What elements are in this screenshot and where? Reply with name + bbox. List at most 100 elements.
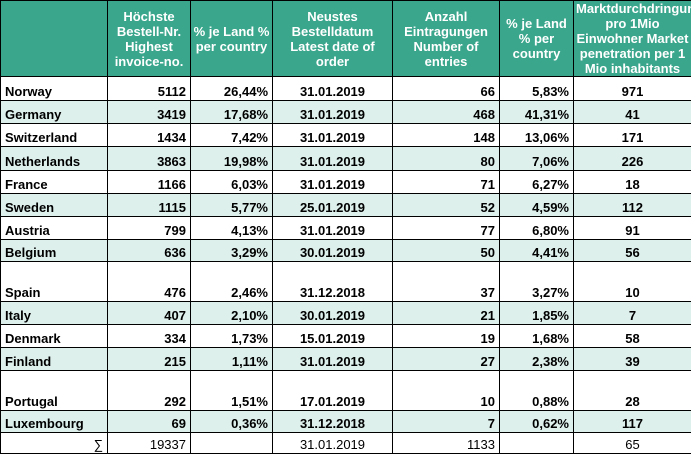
cell-country: Belgium <box>1 240 108 262</box>
cell-share: 17,68% <box>191 101 273 124</box>
header-country <box>1 1 108 77</box>
cell-country: Switzerland <box>1 124 108 147</box>
cell-invoice: 334 <box>108 325 191 348</box>
cell-entry-share: 7,06% <box>500 147 574 171</box>
cell-invoice: 476 <box>108 262 191 302</box>
cell-entries: 37 <box>393 262 500 302</box>
cell-entries: 19 <box>393 325 500 348</box>
cell-invoice: 215 <box>108 348 191 371</box>
cell-invoice: 1166 <box>108 171 191 194</box>
cell-entry-share: 5,83% <box>500 77 574 101</box>
cell-date: 25.01.2019 <box>273 194 393 217</box>
cell-entries: 468 <box>393 101 500 124</box>
cell-country: Italy <box>1 302 108 325</box>
totals-invoice: 19337 <box>108 433 191 454</box>
cell-entries: 21 <box>393 302 500 325</box>
cell-share: 7,42% <box>191 124 273 147</box>
cell-date: 31.01.2019 <box>273 101 393 124</box>
cell-date: 31.12.2018 <box>273 411 393 433</box>
cell-entry-share: 41,31% <box>500 101 574 124</box>
totals-symbol: ∑ <box>1 433 108 454</box>
cell-country: Finland <box>1 348 108 371</box>
cell-penetration: 112 <box>574 194 691 217</box>
cell-invoice: 69 <box>108 411 191 433</box>
cell-penetration: 28 <box>574 371 691 411</box>
cell-invoice: 407 <box>108 302 191 325</box>
cell-penetration: 171 <box>574 124 691 147</box>
cell-entry-share: 13,06% <box>500 124 574 147</box>
cell-entries: 52 <box>393 194 500 217</box>
cell-penetration: 39 <box>574 348 691 371</box>
header-date: Neustes Bestelldatum Latest date of orde… <box>273 1 393 77</box>
cell-date: 31.12.2018 <box>273 262 393 302</box>
cell-share: 1,73% <box>191 325 273 348</box>
cell-penetration: 226 <box>574 147 691 171</box>
cell-date: 31.01.2019 <box>273 217 393 240</box>
cell-country: Germany <box>1 101 108 124</box>
cell-entries: 71 <box>393 171 500 194</box>
cell-country: France <box>1 171 108 194</box>
cell-entry-share: 6,80% <box>500 217 574 240</box>
totals-entries: 1133 <box>393 433 500 454</box>
cell-share: 0,36% <box>191 411 273 433</box>
cell-entries: 7 <box>393 411 500 433</box>
header-entry-share: % je Land % per country <box>500 1 574 77</box>
cell-entries: 10 <box>393 371 500 411</box>
cell-penetration: 41 <box>574 101 691 124</box>
totals-penetration: 65 <box>574 433 691 454</box>
cell-penetration: 58 <box>574 325 691 348</box>
cell-date: 31.01.2019 <box>273 77 393 101</box>
cell-entries: 148 <box>393 124 500 147</box>
cell-entry-share: 0,88% <box>500 371 574 411</box>
cell-share: 1,11% <box>191 348 273 371</box>
header-share: % je Land % per country <box>191 1 273 77</box>
totals-row: ∑ 19337 31.01.2019 1133 65 <box>1 433 691 454</box>
cell-entries: 66 <box>393 77 500 101</box>
cell-invoice: 1434 <box>108 124 191 147</box>
cell-share: 26,44% <box>191 77 273 101</box>
cell-share: 19,98% <box>191 147 273 171</box>
cell-penetration: 91 <box>574 217 691 240</box>
totals-entry-share <box>500 433 574 454</box>
cell-invoice: 636 <box>108 240 191 262</box>
cell-date: 31.01.2019 <box>273 171 393 194</box>
cell-share: 3,29% <box>191 240 273 262</box>
cell-entries: 80 <box>393 147 500 171</box>
cell-country: Portugal <box>1 371 108 411</box>
cell-country: Netherlands <box>1 147 108 171</box>
cell-country: Sweden <box>1 194 108 217</box>
cell-country: Norway <box>1 77 108 101</box>
header-invoice: Höchste Bestell-Nr. Highest invoice-no. <box>108 1 191 77</box>
cell-entry-share: 4,59% <box>500 194 574 217</box>
cell-penetration: 18 <box>574 171 691 194</box>
cell-share: 2,46% <box>191 262 273 302</box>
cell-country: Austria <box>1 217 108 240</box>
cell-invoice: 799 <box>108 217 191 240</box>
cell-share: 1,51% <box>191 371 273 411</box>
cell-invoice: 3419 <box>108 101 191 124</box>
cell-entry-share: 1,85% <box>500 302 574 325</box>
cell-invoice: 3863 <box>108 147 191 171</box>
cell-entries: 77 <box>393 217 500 240</box>
cell-date: 31.01.2019 <box>273 124 393 147</box>
cell-entry-share: 2,38% <box>500 348 574 371</box>
cell-entries: 27 <box>393 348 500 371</box>
cell-invoice: 292 <box>108 371 191 411</box>
cell-date: 31.01.2019 <box>273 147 393 171</box>
cell-entry-share: 3,27% <box>500 262 574 302</box>
cell-entry-share: 1,68% <box>500 325 574 348</box>
